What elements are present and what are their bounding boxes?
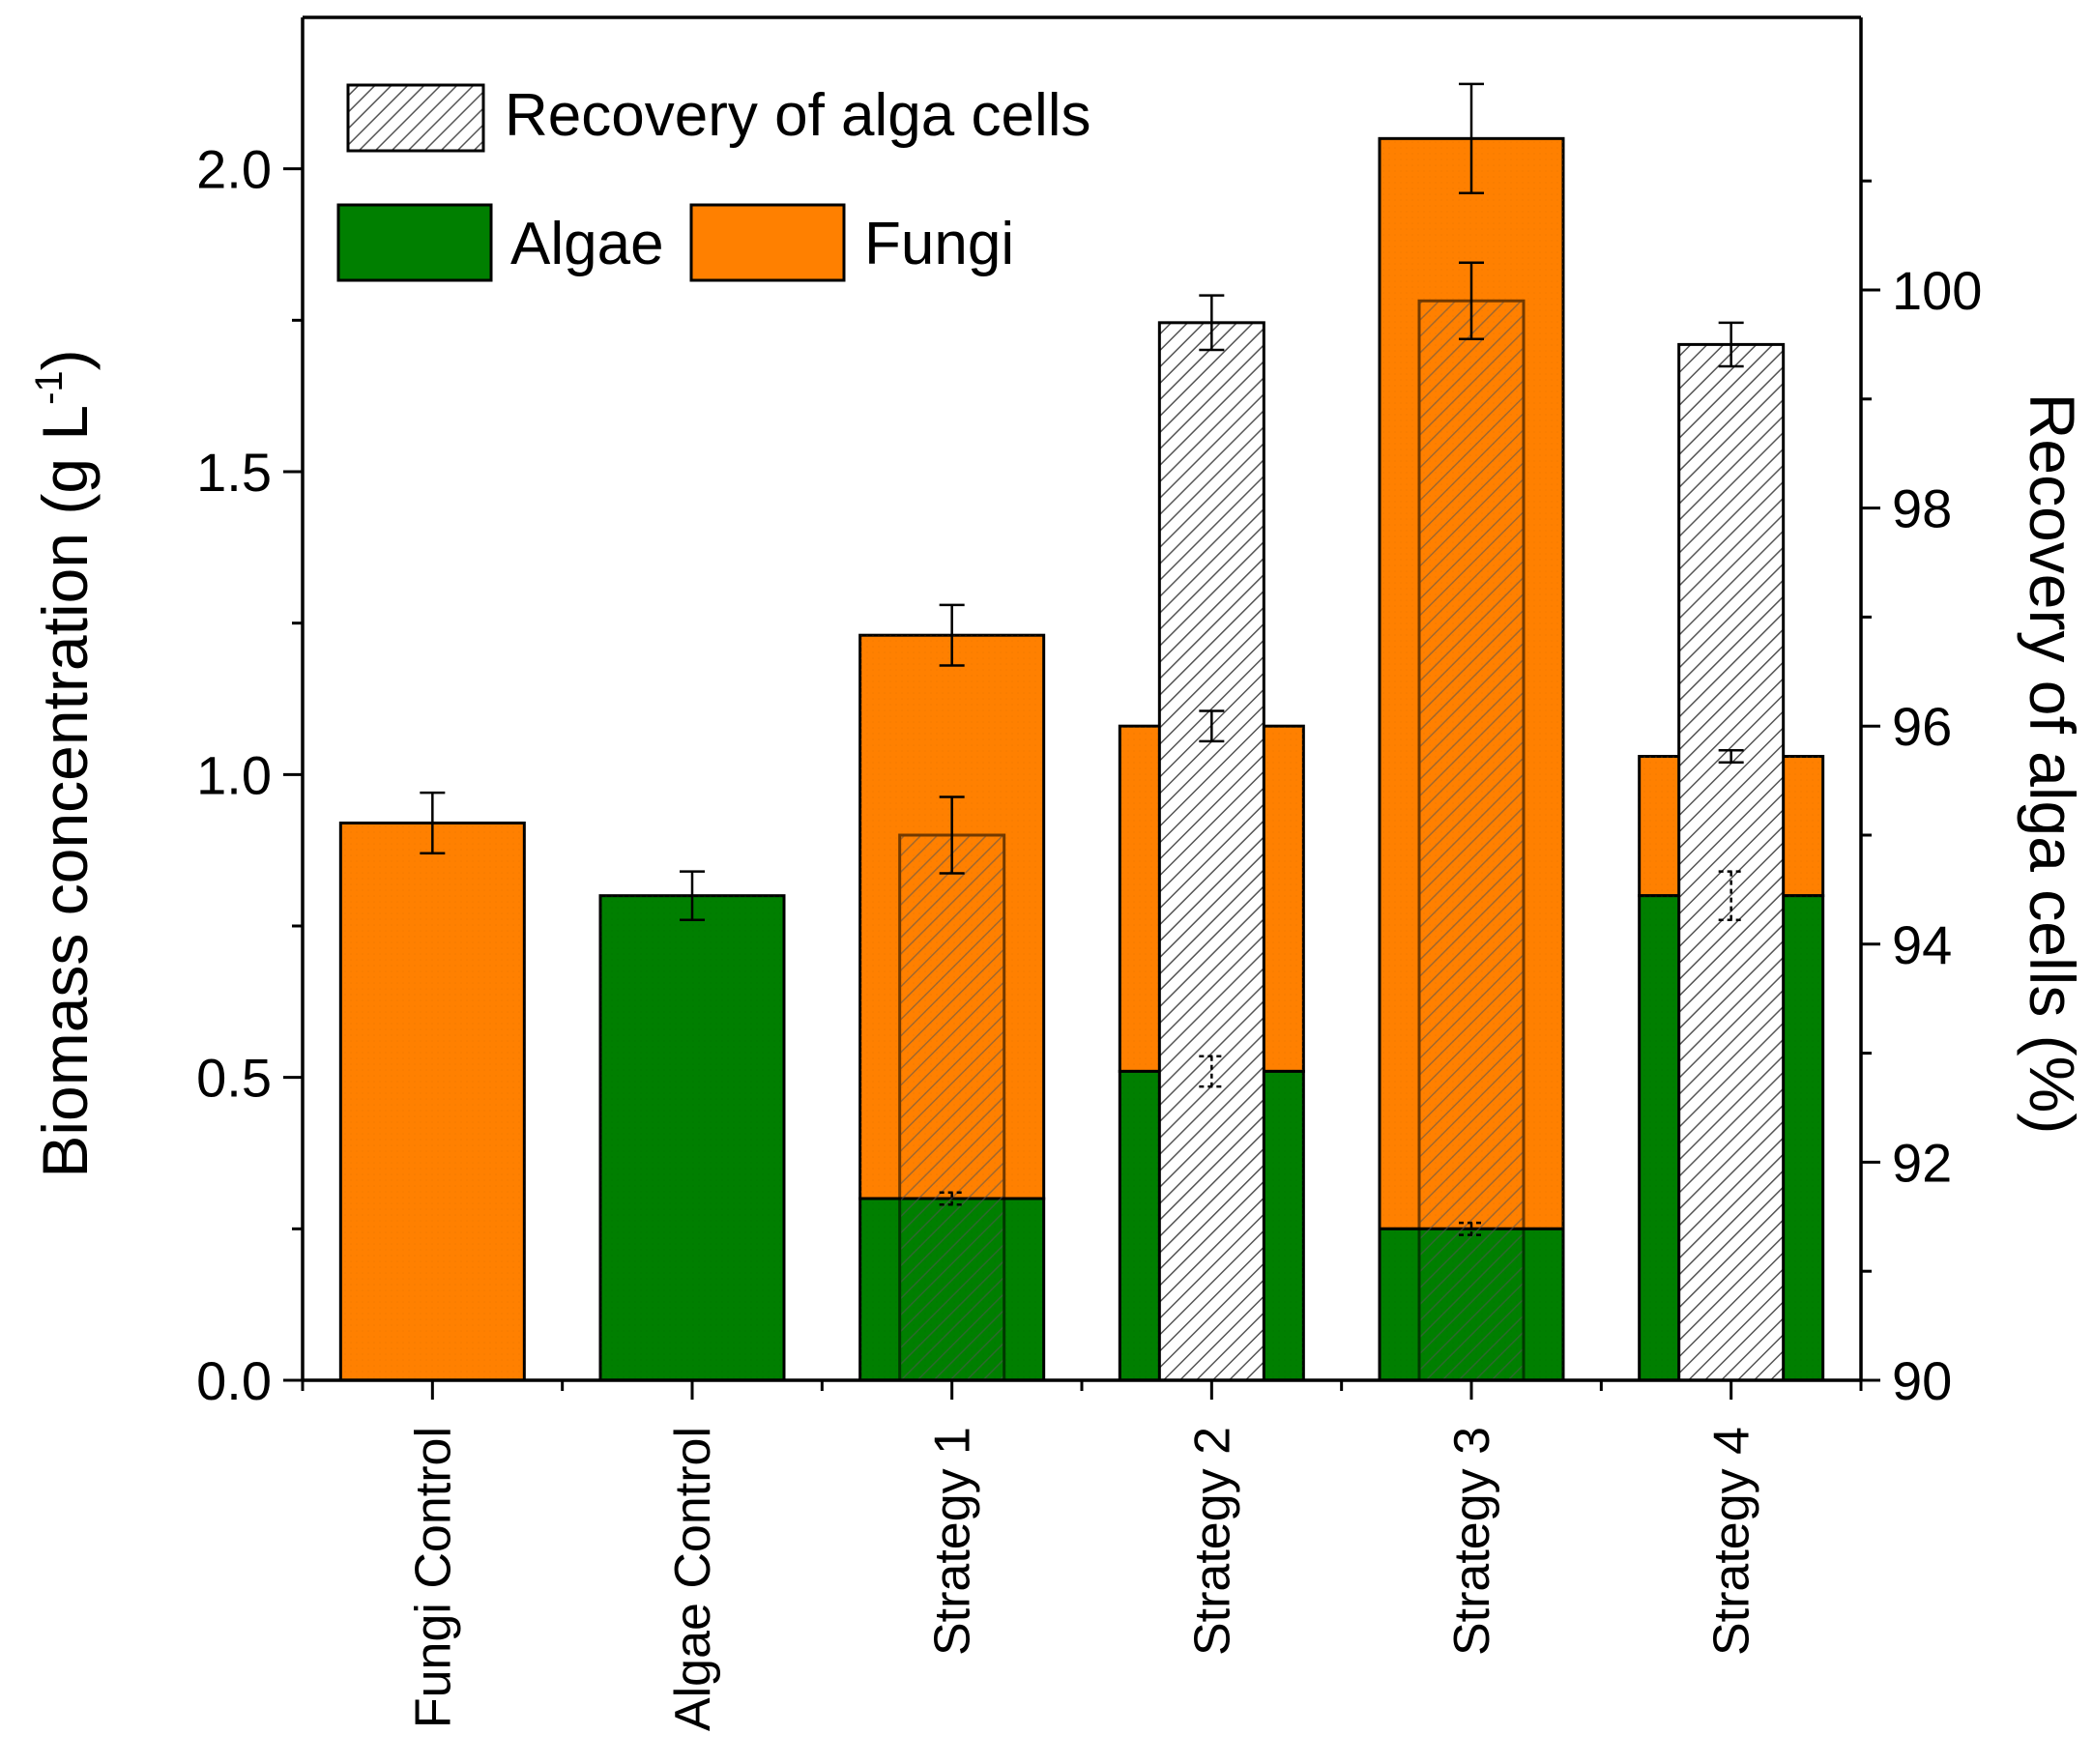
bar-recovery-5 bbox=[1677, 342, 1786, 1382]
legend-algae-swatch bbox=[336, 203, 493, 282]
error-bar-algae-5 bbox=[1718, 870, 1744, 921]
error-bar-algae-2 bbox=[939, 1191, 965, 1206]
error-bar-recovery-3 bbox=[1199, 294, 1225, 352]
y-right-tick-label-2: 94 bbox=[1892, 914, 1952, 975]
error-bar-recovery-4 bbox=[1459, 261, 1484, 341]
y-right-tick-label-1: 92 bbox=[1892, 1132, 1952, 1193]
x-tick-label-1: Algae Control bbox=[665, 1427, 721, 1731]
error-bar-total-2 bbox=[939, 603, 965, 667]
error-bar-algae-4 bbox=[1459, 1221, 1484, 1236]
legend-recovery-swatch-hatch bbox=[346, 83, 485, 153]
error-bar-total-4 bbox=[1459, 82, 1484, 194]
bar-recovery-4 bbox=[1417, 299, 1526, 1382]
y-right-tick-label-5: 100 bbox=[1892, 260, 1982, 321]
y-left-tick-label-3: 1.5 bbox=[196, 442, 272, 503]
bar-recovery-2 bbox=[898, 833, 1006, 1382]
error-bar-recovery-5 bbox=[1718, 321, 1744, 368]
y-left-tick-label-4: 2.0 bbox=[196, 139, 272, 200]
x-tick-label-5: Strategy 4 bbox=[1704, 1427, 1760, 1656]
legend-algae-label: Algae bbox=[510, 211, 664, 277]
y-axis-left-label: Biomass concentration (g L-1) bbox=[28, 349, 101, 1177]
y-axis-right-label: Recovery of alga cells (%) bbox=[2017, 393, 2088, 1135]
y-right-tick-label-3: 96 bbox=[1892, 696, 1952, 757]
error-bar-total-5 bbox=[1718, 749, 1744, 765]
bars-layer bbox=[338, 82, 1825, 1382]
legend: Recovery of alga cells Algae Fungi bbox=[336, 82, 1091, 282]
y-left-tick-label-1: 0.5 bbox=[196, 1048, 272, 1109]
y-right-tick-label-0: 90 bbox=[1892, 1350, 1952, 1411]
axes-layer: 0.0 0.5 1.0 1.5 2.0 90 92 94 96 98 100 Fungi Contro… bbox=[196, 15, 1982, 1731]
legend-fungi-label: Fungi bbox=[864, 211, 1014, 277]
x-tick-label-2: Strategy 1 bbox=[925, 1427, 981, 1656]
legend-recovery-label: Recovery of alga cells bbox=[505, 82, 1091, 149]
y-right-tick-label-4: 98 bbox=[1892, 478, 1952, 539]
error-bar-algae-3 bbox=[1199, 1055, 1225, 1088]
error-bar-total-0 bbox=[420, 791, 446, 855]
error-bar-recovery-2 bbox=[939, 795, 965, 875]
y-left-tick-label-0: 0.0 bbox=[196, 1350, 272, 1411]
x-tick-label-0: Fungi Control bbox=[405, 1427, 461, 1728]
legend-fungi-swatch bbox=[689, 203, 846, 282]
bar-recovery-3 bbox=[1157, 321, 1265, 1382]
bar-algae-texture-1 bbox=[600, 895, 784, 1380]
error-bar-algae-1 bbox=[680, 870, 705, 921]
x-tick-label-4: Strategy 3 bbox=[1444, 1427, 1500, 1656]
bar-fungi-texture-0 bbox=[340, 823, 525, 1380]
x-tick-label-3: Strategy 2 bbox=[1184, 1427, 1240, 1656]
error-bar-total-3 bbox=[1199, 709, 1225, 743]
y-left-tick-label-2: 1.0 bbox=[196, 744, 272, 805]
